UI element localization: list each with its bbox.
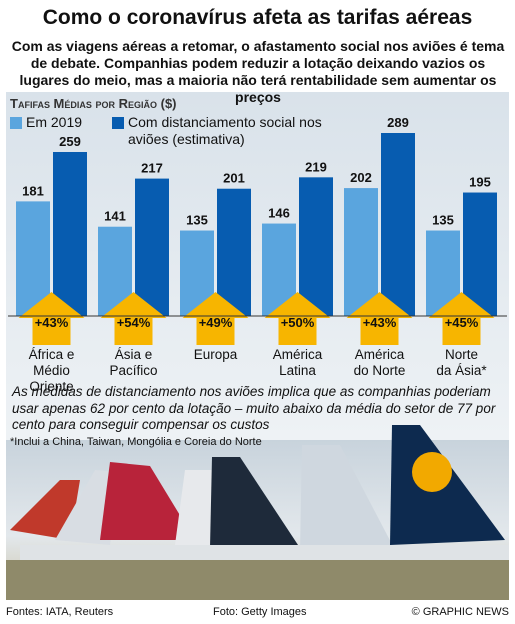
bar bbox=[135, 178, 169, 316]
bar bbox=[381, 133, 415, 316]
value-label: 141 bbox=[104, 209, 126, 224]
increase-arrow bbox=[264, 292, 331, 345]
x-tick-label: África e Médio Oriente bbox=[28, 347, 75, 394]
photo-credit: Foto: Getty Images bbox=[213, 606, 307, 618]
bar bbox=[53, 151, 87, 316]
value-label: 135 bbox=[186, 213, 208, 228]
increase-arrow bbox=[428, 292, 495, 345]
x-tick-label: Norte da Ásia* bbox=[436, 347, 487, 378]
legend-swatch bbox=[112, 117, 124, 129]
x-tick-label: Ásia e Pacífico bbox=[109, 347, 158, 378]
title: Como o coronavírus afeta as tarifas aére… bbox=[42, 6, 473, 29]
bar bbox=[217, 188, 251, 316]
increase-arrow bbox=[100, 292, 167, 345]
sources: Fontes: IATA, Reuters bbox=[6, 606, 114, 618]
x-tick-label: América do Norte bbox=[353, 347, 406, 378]
value-label: 146 bbox=[268, 206, 290, 221]
increase-arrow bbox=[182, 292, 249, 345]
increase-arrow bbox=[346, 292, 413, 345]
value-label: 135 bbox=[432, 213, 454, 228]
value-label: 259 bbox=[59, 134, 81, 149]
increase-label: +45% bbox=[445, 315, 479, 330]
bar bbox=[299, 177, 333, 316]
increase-arrow bbox=[18, 292, 85, 345]
legend-swatch bbox=[10, 117, 22, 129]
value-label: 217 bbox=[141, 161, 163, 176]
note: As medidas de distanciamento nos aviões … bbox=[12, 384, 496, 432]
bar bbox=[16, 201, 50, 316]
x-tick-label: América Latina bbox=[272, 347, 323, 378]
value-label: 219 bbox=[305, 159, 327, 174]
subtitle: Com as viagens aéreas a retomar, o afast… bbox=[11, 38, 505, 105]
increase-label: +49% bbox=[199, 315, 233, 330]
value-label: 201 bbox=[223, 171, 245, 186]
legend-label: Em 2019 bbox=[26, 114, 83, 130]
footnote: *Inclui a China, Taiwan, Mongólia e Core… bbox=[10, 436, 262, 448]
value-label: 195 bbox=[469, 175, 491, 190]
chart-background bbox=[6, 92, 509, 440]
value-label: 202 bbox=[350, 170, 372, 185]
chart-title: Tafifas Médias por Região ($) bbox=[10, 96, 177, 111]
x-tick-label: Europa bbox=[193, 347, 238, 362]
increase-label: +43% bbox=[35, 315, 69, 330]
increase-label: +43% bbox=[363, 315, 397, 330]
credit: © GRAPHIC NEWS bbox=[411, 606, 509, 618]
value-label: 181 bbox=[22, 183, 44, 198]
bar bbox=[463, 192, 497, 316]
value-label: 289 bbox=[387, 115, 409, 130]
photo-tails bbox=[6, 425, 509, 600]
increase-label: +54% bbox=[117, 315, 151, 330]
legend-label: Com distanciamento social nos aviões (es… bbox=[128, 114, 322, 147]
bar bbox=[344, 188, 378, 316]
increase-label: +50% bbox=[281, 315, 315, 330]
